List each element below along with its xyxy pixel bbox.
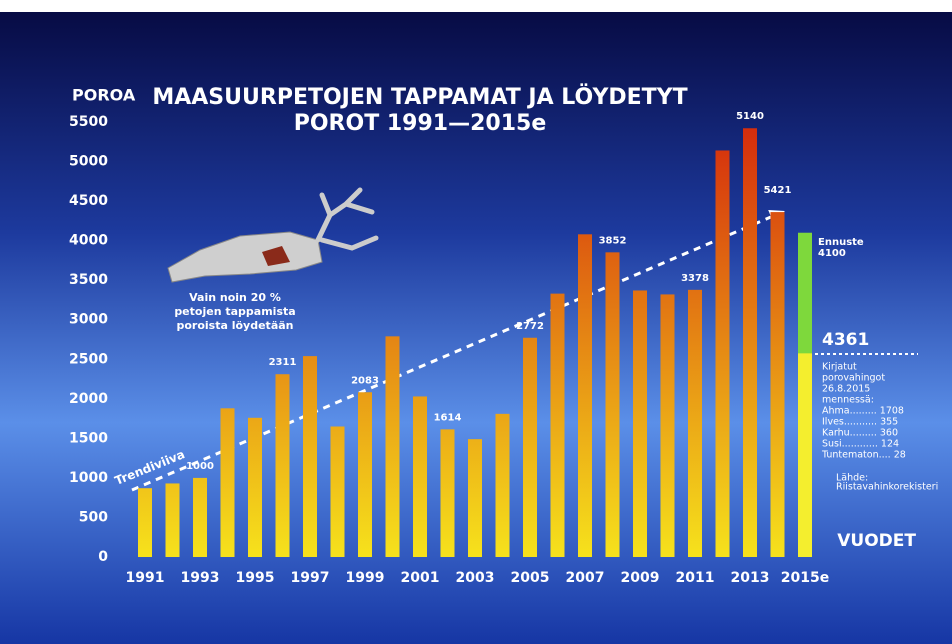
y-tick-label: 4500 [69, 193, 108, 209]
bar [688, 290, 702, 557]
bar [578, 234, 592, 557]
bar [771, 212, 785, 557]
y-tick-label: 4000 [69, 233, 108, 249]
bar [716, 150, 730, 557]
note-line: Ilves........... 355 [822, 417, 898, 428]
x-axis-label: VUODET [837, 531, 916, 551]
y-tick-label: 2000 [69, 391, 108, 407]
bar [358, 392, 372, 557]
value-label: 2083 [351, 375, 379, 386]
bar [193, 478, 207, 557]
bar [523, 338, 537, 557]
value-label: 5140 [736, 111, 764, 122]
x-tick-label: 2013 [731, 570, 770, 586]
y-tick-label: 1500 [69, 430, 108, 446]
bar [798, 353, 812, 557]
bar [633, 290, 647, 557]
value-label: 3378 [681, 273, 709, 284]
bar [166, 483, 180, 557]
x-tick-label: 1999 [346, 570, 385, 586]
forecast-value: 4100 [818, 248, 846, 259]
y-tick-label: 2500 [69, 351, 108, 367]
source-line: Riistavahinkorekisteri [836, 482, 938, 493]
annotation: poroista löydetään [176, 319, 293, 332]
chart-title: POROT 1991—2015e [294, 111, 547, 136]
y-tick-label: 5500 [69, 114, 108, 130]
y-tick-label: 3000 [69, 312, 108, 328]
chart: POROA VUODET MAASUURPETOJEN TAPPAMAT JA … [0, 0, 952, 644]
value-label: 5421 [764, 185, 792, 196]
note-line: Ahma......... 1708 [822, 406, 904, 417]
bar [606, 252, 620, 557]
x-tick-label: 1995 [236, 570, 275, 586]
x-tick-label: 1997 [291, 570, 330, 586]
y-tick-label: 1000 [69, 470, 108, 486]
x-tick-label: 2005 [511, 570, 550, 586]
y-tick-label: 3500 [69, 272, 108, 288]
note-line: mennessä: [822, 395, 874, 406]
bar [138, 488, 152, 557]
y-axis-label: POROA [72, 86, 136, 105]
value-label: 3852 [599, 235, 627, 246]
value-label: 1000 [186, 461, 214, 472]
bar [413, 396, 427, 557]
x-tick-label: 2011 [676, 570, 715, 586]
forecast-label: Ennuste [818, 237, 864, 248]
y-tick-label: 5000 [69, 154, 108, 170]
bar [303, 356, 317, 557]
y-tick-label: 500 [79, 509, 108, 525]
value-label: 2772 [516, 321, 544, 332]
note-line: Tuntematon.... 28 [821, 450, 906, 461]
x-tick-label: 2003 [456, 570, 495, 586]
annotation: Vain noin 20 % [189, 291, 281, 304]
bar [386, 336, 400, 557]
bar [221, 408, 235, 557]
bar [276, 374, 290, 557]
page: {"chart_data": { "type": "bar", "title_l… [0, 0, 952, 644]
chart-title: MAASUURPETOJEN TAPPAMAT JA LÖYDETYT [152, 84, 687, 110]
bar [331, 427, 345, 558]
x-tick-label: 2009 [621, 570, 660, 586]
note-line: 26.8.2015 [822, 384, 870, 395]
bar [468, 439, 482, 557]
y-tick-label: 0 [98, 549, 108, 565]
note-line: Kirjatut [822, 362, 857, 373]
annotation: petojen tappamista [174, 305, 295, 318]
value-label: 1614 [434, 412, 462, 423]
note-line: porovahingot [822, 373, 885, 384]
value-label: 4361 [822, 330, 869, 350]
bar [248, 418, 262, 557]
value-label: 2311 [269, 357, 297, 368]
x-tick-label: 2007 [566, 570, 605, 586]
bar [743, 128, 757, 557]
x-tick-label: 2015e [781, 570, 829, 586]
bar [551, 294, 565, 557]
x-tick-label: 2001 [401, 570, 440, 586]
x-tick-label: 1991 [126, 570, 165, 586]
note-line: Susi............ 124 [822, 439, 899, 450]
bar [441, 429, 455, 557]
note-line: Karhu......... 360 [822, 428, 898, 439]
bar [661, 294, 675, 557]
bar [496, 414, 510, 557]
x-tick-label: 1993 [181, 570, 220, 586]
